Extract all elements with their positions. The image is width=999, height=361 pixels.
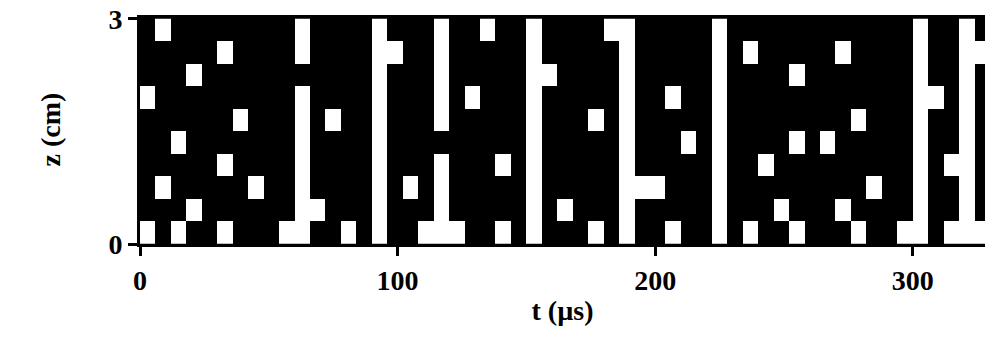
svg-text:200: 200 xyxy=(634,265,676,296)
svg-text:0: 0 xyxy=(108,229,122,260)
svg-text:100: 100 xyxy=(377,265,419,296)
svg-text:z (cm): z (cm) xyxy=(35,93,66,167)
svg-text:t (µs): t (µs) xyxy=(531,295,593,326)
svg-text:300: 300 xyxy=(892,265,934,296)
svg-text:0: 0 xyxy=(133,265,147,296)
svg-text:3: 3 xyxy=(108,4,122,35)
